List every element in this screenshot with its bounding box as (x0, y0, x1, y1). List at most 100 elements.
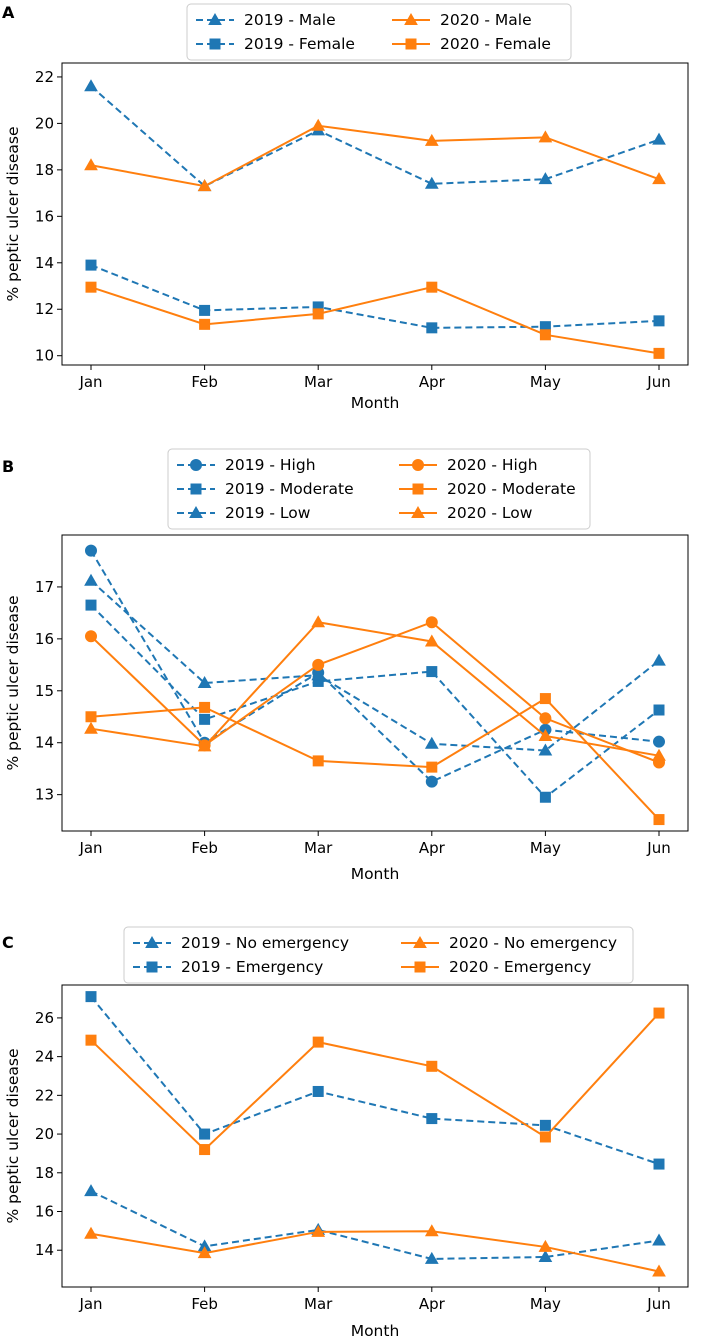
data-point (197, 1246, 212, 1259)
legend-item: 2020 - No emergency (401, 934, 617, 952)
legend-item: 2020 - High (399, 456, 538, 474)
legend-item: 2020 - Low (399, 504, 533, 522)
series-2019-high (85, 544, 665, 788)
data-point (85, 544, 97, 557)
series-line (90, 697, 660, 821)
legend-label: 2019 - Male (244, 11, 336, 29)
series-line (90, 85, 660, 188)
data-point (199, 701, 211, 713)
legend-label: 2020 - High (447, 456, 538, 474)
data-point (85, 991, 97, 1003)
data-point (197, 179, 212, 192)
data-point (199, 304, 211, 316)
legend-item: 2020 - Emergency (401, 958, 591, 976)
panel-letter: C (2, 933, 14, 952)
legend: 2019 - High 2019 - Moderate 2019 - Low 2020… (167, 448, 591, 530)
legend-label: 2020 - Emergency (449, 958, 591, 976)
legend-label: 2020 - Moderate (447, 480, 576, 498)
data-point (85, 281, 97, 293)
y-tick-label: 13 (35, 786, 54, 804)
legend-item: 2019 - Low (177, 504, 311, 522)
chart-panel-a: A 10 12 14 16 18 20 22 Jan Feb Mar Apr May Jun Month % … (2, 3, 689, 412)
data-point (538, 1249, 553, 1262)
series-2020-female (85, 281, 665, 359)
legend-label: 2019 - Female (244, 35, 355, 53)
legend-item: 2019 - No emergency (133, 934, 349, 952)
data-point (653, 315, 665, 327)
y-tick-label: 12 (35, 300, 54, 318)
data-point (539, 693, 551, 705)
series-2019-moderate (85, 599, 665, 803)
legend-marker (404, 12, 418, 25)
y-tick-label: 16 (35, 630, 54, 648)
legend-box (186, 3, 572, 61)
legend-marker (413, 935, 427, 948)
series-line (90, 550, 660, 783)
data-point (425, 775, 438, 788)
data-point (424, 176, 439, 189)
series-line (90, 995, 660, 1166)
legend-marker (146, 961, 158, 973)
series-line (90, 1230, 660, 1273)
data-point (538, 172, 553, 185)
data-point (539, 1119, 551, 1131)
data-point (653, 735, 665, 748)
data-point (653, 704, 665, 716)
data-point (653, 1007, 665, 1019)
x-tick-label: Mar (304, 373, 333, 391)
data-point (312, 658, 325, 671)
x-tick-label: May (530, 1295, 561, 1313)
y-axis-label: % peptic ulcer disease (4, 595, 22, 770)
data-point (197, 675, 212, 688)
series-2020-emergency (85, 1007, 665, 1156)
data-point (652, 1233, 666, 1246)
plot-area (61, 62, 689, 366)
chart-panel-b: B 13 14 15 16 17 Jan Feb Mar Apr May Jun Month % pept… (2, 448, 689, 883)
legend-item: 2019 - Emergency (133, 958, 323, 976)
data-point (85, 599, 97, 611)
series-2019-emergency (85, 991, 665, 1170)
x-tick-label: Jan (78, 373, 102, 391)
data-point (426, 322, 438, 334)
series-line (90, 1012, 660, 1151)
data-point (426, 666, 438, 678)
data-point (425, 616, 438, 629)
x-tick-label: Apr (419, 373, 446, 391)
data-point (539, 329, 551, 341)
data-point (199, 1144, 211, 1156)
data-point (85, 630, 97, 643)
chart-panel-c: C 14 16 18 20 22 24 26 Jan Feb Mar Apr May Jun Month % … (2, 926, 689, 1339)
y-tick-label: 16 (35, 207, 54, 225)
series-2020-moderate (85, 693, 665, 826)
y-tick-label: 22 (35, 68, 54, 86)
data-point (652, 172, 666, 185)
legend-marker (190, 483, 202, 495)
legend-marker (405, 38, 417, 50)
data-point (84, 1226, 98, 1239)
data-point (652, 653, 666, 666)
x-tick-label: Feb (191, 373, 218, 391)
panel-letter: B (2, 457, 14, 476)
data-point (652, 132, 666, 145)
data-point (424, 736, 439, 749)
legend-label: 2019 - Moderate (225, 480, 354, 498)
data-point (311, 615, 326, 628)
legend-marker (414, 961, 426, 973)
data-point (426, 1113, 438, 1125)
y-tick-label: 16 (35, 1203, 54, 1221)
data-point (538, 1239, 553, 1252)
legend-marker (412, 483, 424, 495)
y-axis-label: % peptic ulcer disease (4, 126, 22, 301)
series-line (90, 604, 660, 799)
x-tick-label: Jun (646, 1295, 670, 1313)
legend-item: 2020 - Female (392, 35, 551, 53)
legend-label: 2019 - Emergency (181, 958, 323, 976)
data-point (85, 711, 97, 723)
x-axis-label: Month (351, 865, 400, 883)
data-point (312, 308, 324, 320)
x-tick-label: Jan (78, 839, 102, 857)
series-line (90, 621, 660, 757)
x-tick-label: Apr (419, 839, 446, 857)
data-point (426, 761, 438, 773)
series-line (90, 286, 660, 355)
